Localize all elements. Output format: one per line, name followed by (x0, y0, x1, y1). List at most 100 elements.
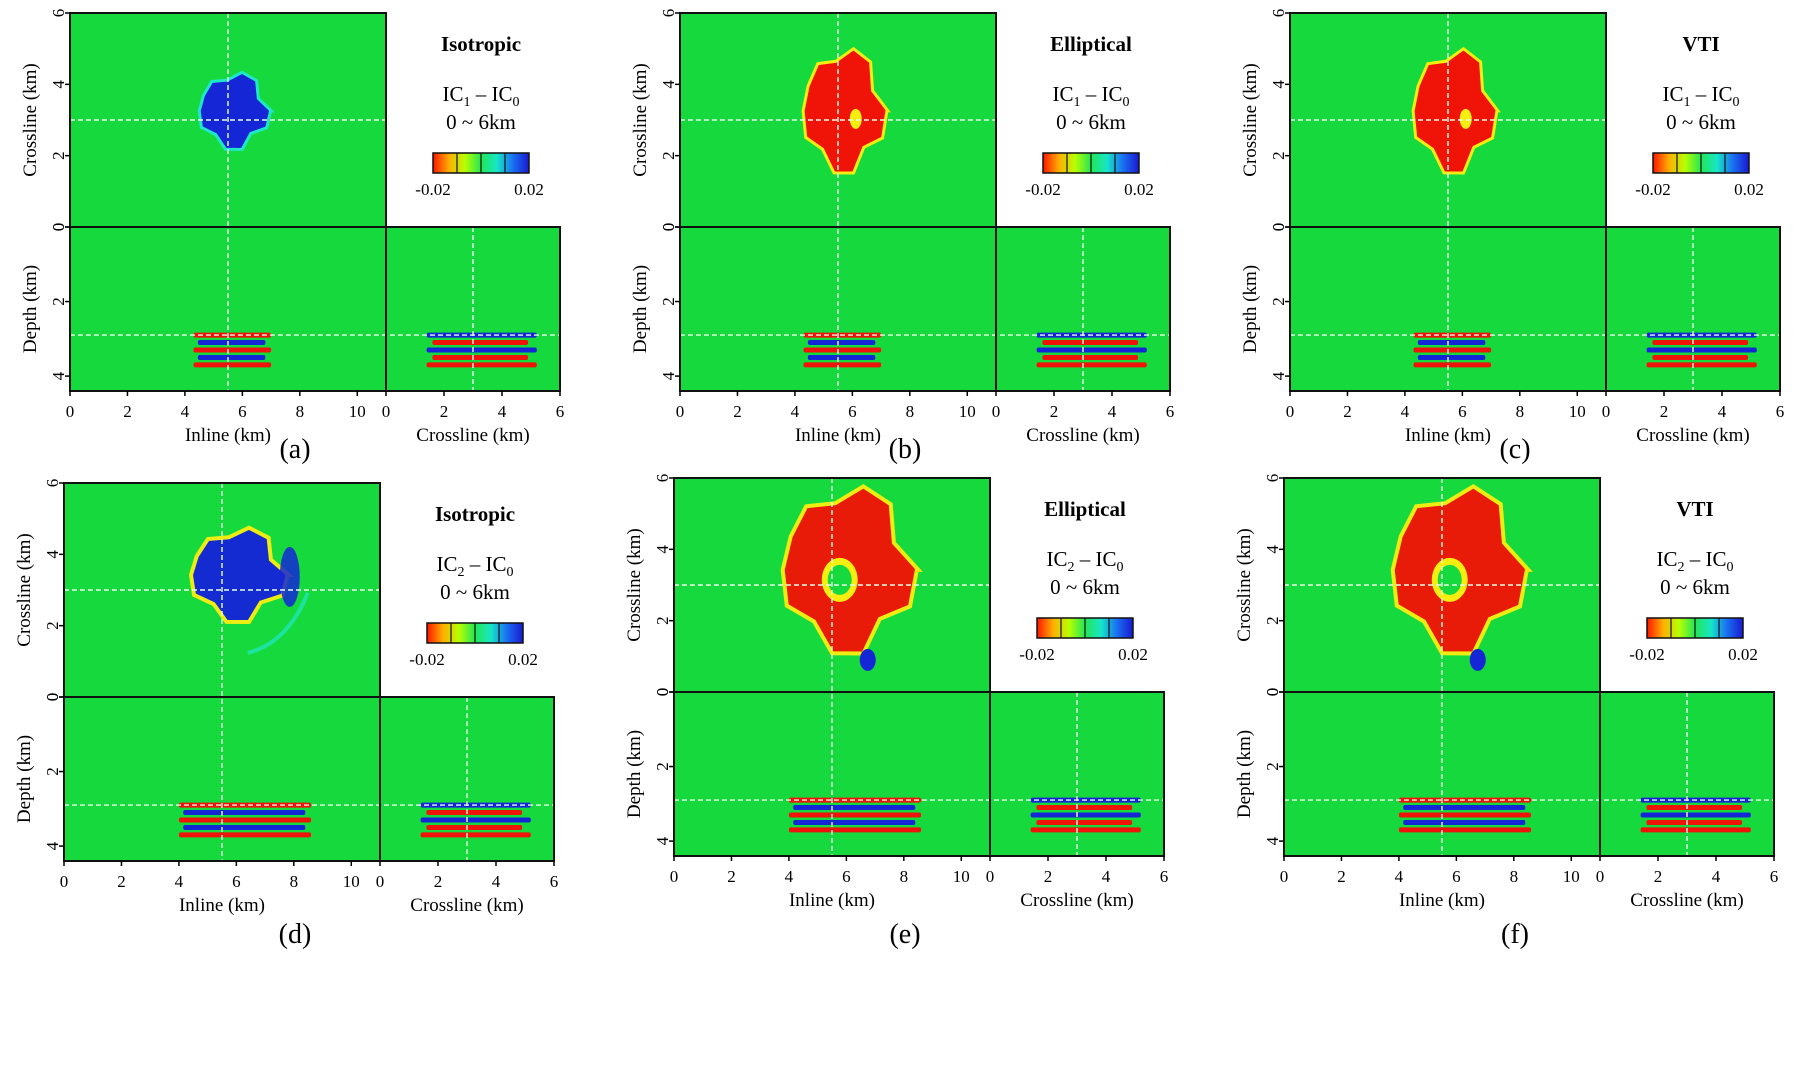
map-ytick-label: 4 (43, 550, 62, 559)
depth-ytick-label: 4 (653, 836, 672, 845)
panel-f-plot: 0 2 4 6 Crossline (km) 0 2 4 Depth (km) 0 2 4 6 8 10 In… (1234, 474, 1778, 911)
colorbar-min-label: -0.02 (1629, 645, 1664, 664)
inline-xtick-label: 10 (1569, 402, 1586, 421)
map-ytick-label: 4 (1263, 545, 1282, 554)
panel-title: Elliptical (1050, 32, 1132, 56)
depth-ytick-label: 4 (659, 371, 678, 380)
crossline-reflector-band (1646, 362, 1757, 368)
inline-xtick-label: 0 (1280, 867, 1289, 886)
depth-ytick-label: 2 (1269, 297, 1288, 306)
panel-title: Isotropic (441, 32, 521, 56)
inline-xtick-label: 8 (1510, 867, 1519, 886)
depth-ytick-label: 0 (43, 693, 62, 702)
crossline-section-frame (995, 226, 1171, 392)
inline-xtick-label: 8 (290, 872, 299, 891)
crossline-reflector-band (1646, 819, 1743, 825)
anomaly-core-inner (827, 564, 852, 595)
crossline-reflector-band (1042, 354, 1139, 360)
crossline-section-frame (379, 696, 555, 862)
crossline-xtick-label: 0 (382, 402, 391, 421)
crossline-reflector-band (420, 817, 531, 823)
inline-xtick-label: 8 (296, 402, 305, 421)
map-ytick-label: 6 (653, 474, 672, 483)
crossline-xtick-label: 2 (1050, 402, 1059, 421)
panel-title: VTI (1676, 497, 1713, 521)
depth-ytick-label: 2 (659, 297, 678, 306)
inline-xtick-label: 10 (953, 867, 970, 886)
inline-xlabel: Inline (km) (179, 895, 265, 916)
depth-range-label: 0 ~ 6km (1056, 110, 1126, 134)
panel-caption: (b) (888, 434, 922, 465)
inline-reflector-band (193, 362, 272, 368)
crossline-reflector-band (426, 810, 523, 816)
anomaly-core (1459, 108, 1472, 129)
inline-xtick-label: 4 (791, 402, 800, 421)
crossline-section-frame (989, 691, 1165, 857)
inline-reflector-band (1413, 362, 1492, 368)
anomaly-blob (1411, 46, 1501, 175)
anomaly-core (849, 108, 862, 129)
crossline-reflector-band (1030, 827, 1141, 833)
depth-ylabel: Depth (km) (14, 735, 35, 823)
map-ytick-label: 0 (659, 223, 678, 232)
anomaly-blob (197, 70, 276, 152)
map-ytick-label: 4 (659, 80, 678, 89)
inline-reflector-band (793, 805, 916, 811)
depth-ytick-label: 2 (1263, 762, 1282, 771)
map-ytick-label: 6 (659, 9, 678, 18)
inline-xtick-label: 10 (343, 872, 360, 891)
crossline-reflector-band (426, 362, 537, 368)
crossline-section-frame (1605, 226, 1781, 392)
crossline-xtick-label: 2 (1044, 867, 1053, 886)
crossline-reflector-band (1646, 805, 1743, 811)
inline-xtick-label: 2 (1343, 402, 1352, 421)
map-ytick-label: 0 (1269, 223, 1288, 232)
inline-reflector-band (193, 347, 272, 353)
depth-ytick-label: 4 (1269, 371, 1288, 380)
difference-label: IC2 – IC0 (437, 552, 514, 580)
map-ytick-label: 2 (43, 621, 62, 630)
inline-xtick-label: 0 (66, 402, 75, 421)
map-ylabel: Crossline (km) (20, 63, 41, 176)
map-ylabel: Crossline (km) (14, 533, 35, 646)
crossline-reflector-band (1640, 812, 1751, 818)
map-ylabel: Crossline (km) (624, 528, 645, 641)
inline-xtick-label: 0 (676, 402, 685, 421)
inline-reflector-band (788, 827, 922, 833)
map-ytick-label: 2 (1269, 151, 1288, 160)
inline-xtick-label: 8 (1516, 402, 1525, 421)
inline-xlabel: Inline (km) (789, 890, 875, 911)
depth-ytick-label: 0 (1263, 688, 1282, 697)
difference-label: IC1 – IC0 (1053, 82, 1130, 110)
crossline-section-frame (385, 226, 561, 392)
crossline-xtick-label: 0 (376, 872, 385, 891)
inline-reflector-band (1413, 347, 1492, 353)
crossline-xtick-label: 4 (1108, 402, 1117, 421)
inline-xlabel: Inline (km) (185, 425, 271, 446)
crossline-xtick-label: 2 (1654, 867, 1663, 886)
colorbar-max-label: 0.02 (1118, 645, 1148, 664)
inline-reflector-band (807, 354, 876, 360)
inline-xtick-label: 6 (848, 402, 857, 421)
inline-reflector-band (1417, 354, 1486, 360)
inline-xtick-label: 6 (1458, 402, 1467, 421)
inline-xtick-label: 6 (1452, 867, 1461, 886)
panel-caption: (f) (1501, 919, 1529, 950)
crossline-xtick-label: 6 (1776, 402, 1785, 421)
panel-e-plot: 0 2 4 6 Crossline (km) 0 2 4 Depth (km) 0 2 4 6 8 10 In… (624, 474, 1168, 911)
crossline-xtick-label: 4 (1718, 402, 1727, 421)
depth-ytick-label: 2 (653, 762, 672, 771)
crossline-xtick-label: 2 (440, 402, 449, 421)
inline-xtick-label: 2 (727, 867, 736, 886)
crossline-reflector-band (1042, 340, 1139, 346)
crossline-xtick-label: 4 (1712, 867, 1721, 886)
inline-xtick-label: 6 (842, 867, 851, 886)
map-ytick-label: 2 (1263, 616, 1282, 625)
crossline-xlabel: Crossline (km) (410, 895, 523, 916)
inline-xtick-label: 6 (232, 872, 241, 891)
crossline-reflector-band (1652, 354, 1749, 360)
map-ytick-label: 0 (1263, 688, 1282, 697)
inline-reflector-band (1398, 812, 1532, 818)
crossline-xtick-label: 0 (1602, 402, 1611, 421)
colorbar-min-label: -0.02 (409, 650, 444, 669)
